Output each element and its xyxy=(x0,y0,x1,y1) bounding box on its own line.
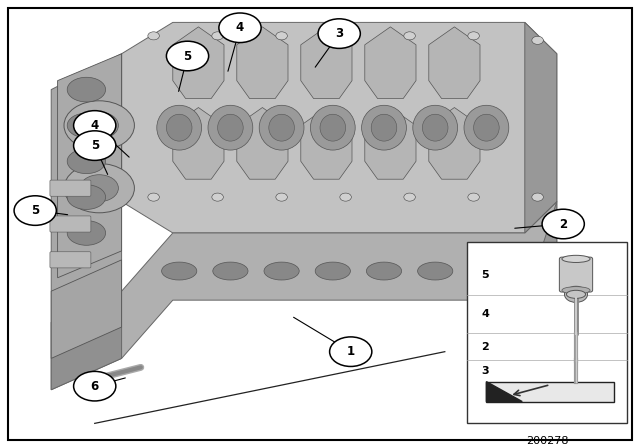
Text: 4: 4 xyxy=(91,119,99,132)
Polygon shape xyxy=(237,108,288,179)
Ellipse shape xyxy=(208,105,253,150)
Ellipse shape xyxy=(422,114,448,141)
Ellipse shape xyxy=(474,114,499,141)
Circle shape xyxy=(80,112,118,139)
Polygon shape xyxy=(58,54,122,278)
Polygon shape xyxy=(237,27,288,99)
Text: 4: 4 xyxy=(481,310,489,319)
Polygon shape xyxy=(51,202,557,390)
Ellipse shape xyxy=(212,262,248,280)
Ellipse shape xyxy=(371,114,397,141)
Text: 5: 5 xyxy=(184,49,191,63)
Ellipse shape xyxy=(264,262,300,280)
Text: 2: 2 xyxy=(559,217,567,231)
Circle shape xyxy=(219,13,261,43)
Circle shape xyxy=(74,371,116,401)
Ellipse shape xyxy=(166,114,192,141)
Polygon shape xyxy=(51,54,122,323)
Polygon shape xyxy=(122,22,557,233)
Ellipse shape xyxy=(67,221,106,246)
FancyBboxPatch shape xyxy=(50,216,91,232)
Circle shape xyxy=(276,32,287,40)
Ellipse shape xyxy=(562,287,590,294)
Polygon shape xyxy=(365,108,416,179)
Circle shape xyxy=(330,337,372,366)
Circle shape xyxy=(404,32,415,40)
Ellipse shape xyxy=(413,105,458,150)
Polygon shape xyxy=(51,260,122,358)
Circle shape xyxy=(14,196,56,225)
Ellipse shape xyxy=(269,114,294,141)
Polygon shape xyxy=(525,22,557,300)
Ellipse shape xyxy=(162,262,197,280)
Circle shape xyxy=(212,32,223,40)
Polygon shape xyxy=(429,108,480,179)
Polygon shape xyxy=(429,27,480,99)
Polygon shape xyxy=(365,27,416,99)
Circle shape xyxy=(340,32,351,40)
Circle shape xyxy=(532,193,543,201)
Ellipse shape xyxy=(366,262,402,280)
Circle shape xyxy=(564,286,588,302)
Circle shape xyxy=(80,175,118,202)
Text: 5: 5 xyxy=(31,204,39,217)
Circle shape xyxy=(74,131,116,160)
Bar xyxy=(467,242,627,423)
Ellipse shape xyxy=(67,77,106,102)
Circle shape xyxy=(532,36,543,44)
Ellipse shape xyxy=(67,149,106,173)
Text: 1: 1 xyxy=(347,345,355,358)
FancyBboxPatch shape xyxy=(50,252,91,268)
Polygon shape xyxy=(173,27,224,99)
Ellipse shape xyxy=(562,255,590,263)
Text: 6: 6 xyxy=(91,379,99,393)
Circle shape xyxy=(340,193,351,201)
Circle shape xyxy=(212,193,223,201)
Text: 2: 2 xyxy=(481,342,489,352)
Ellipse shape xyxy=(310,105,355,150)
Circle shape xyxy=(64,164,134,213)
Text: 5: 5 xyxy=(481,270,489,280)
Ellipse shape xyxy=(259,105,304,150)
Ellipse shape xyxy=(468,262,504,280)
Ellipse shape xyxy=(67,185,106,209)
Circle shape xyxy=(64,101,134,150)
Text: 3: 3 xyxy=(481,366,489,376)
Circle shape xyxy=(148,32,159,40)
Circle shape xyxy=(74,111,116,140)
Text: 200278: 200278 xyxy=(526,436,568,446)
Ellipse shape xyxy=(362,105,406,150)
Text: 4: 4 xyxy=(236,21,244,34)
Circle shape xyxy=(148,193,159,201)
Polygon shape xyxy=(173,108,224,179)
Text: 3: 3 xyxy=(335,27,343,40)
Circle shape xyxy=(542,209,584,239)
Polygon shape xyxy=(486,382,522,401)
Circle shape xyxy=(166,41,209,71)
Ellipse shape xyxy=(218,114,243,141)
Bar xyxy=(486,382,614,401)
Ellipse shape xyxy=(315,262,351,280)
Ellipse shape xyxy=(566,290,586,298)
Polygon shape xyxy=(51,291,122,390)
Ellipse shape xyxy=(418,262,453,280)
Circle shape xyxy=(318,19,360,48)
Ellipse shape xyxy=(320,114,346,141)
FancyBboxPatch shape xyxy=(50,180,91,196)
Polygon shape xyxy=(301,27,352,99)
Polygon shape xyxy=(301,108,352,179)
Circle shape xyxy=(468,32,479,40)
Ellipse shape xyxy=(67,113,106,138)
Ellipse shape xyxy=(157,105,202,150)
FancyBboxPatch shape xyxy=(559,257,593,292)
Circle shape xyxy=(404,193,415,201)
Text: 5: 5 xyxy=(91,139,99,152)
Circle shape xyxy=(276,193,287,201)
Circle shape xyxy=(468,193,479,201)
Ellipse shape xyxy=(464,105,509,150)
